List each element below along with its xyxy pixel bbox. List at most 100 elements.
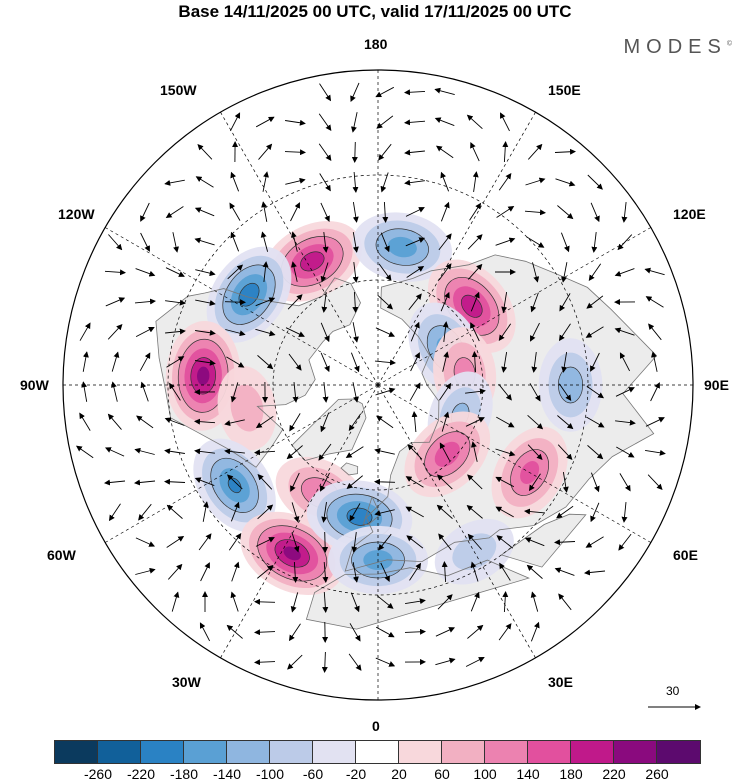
- wind-arrow-207: [407, 444, 423, 460]
- wind-arrow-110: [501, 292, 508, 313]
- wind-arrow-17: [258, 143, 273, 160]
- colorbar-segment: [270, 741, 313, 763]
- wind-arrow-33: [319, 173, 331, 192]
- wind-arrow-276: [322, 561, 329, 583]
- wind-arrow-209: [470, 441, 478, 462]
- wind-arrow-291: [322, 591, 329, 613]
- wind-arrow-288: [230, 591, 239, 612]
- wind-arrow-232: [590, 472, 600, 493]
- wind-arrow-40: [525, 177, 546, 186]
- wind-arrow-263: [438, 533, 452, 551]
- wind-arrow-163: [292, 382, 299, 403]
- wind-arrow-279: [409, 562, 422, 581]
- wind-arrow-152: [561, 352, 568, 373]
- wind-arrow-106: [377, 294, 394, 310]
- wind-arrow-168: [439, 382, 452, 401]
- colorbar-segment: [141, 741, 184, 763]
- wind-arrow-269: [618, 533, 632, 551]
- wind-arrow-1: [350, 82, 360, 103]
- wind-arrow-31: [262, 171, 269, 192]
- wind-arrow-130: [498, 323, 512, 342]
- wind-arrow-188: [441, 411, 450, 432]
- wind-arrow-87: [378, 263, 392, 281]
- wind-arrow-81: [195, 269, 216, 277]
- wind-arrow-213: [587, 445, 604, 460]
- wind-arrow-126: [375, 327, 396, 337]
- wind-arrow-98: [134, 298, 156, 305]
- wind-arrow-254: [166, 535, 185, 548]
- colorbar-tick-label: -180: [169, 766, 199, 782]
- colorbar-segment: [399, 741, 442, 763]
- wind-arrow-290: [290, 592, 299, 613]
- map-title: Base 14/11/2025 00 UTC, valid 17/11/2025…: [178, 2, 572, 21]
- wind-arrow-186: [376, 415, 394, 429]
- wind-arrow-262: [406, 535, 424, 549]
- wind-arrow-161: [230, 382, 239, 403]
- wind-arrow-196: [75, 445, 94, 459]
- wind-arrow-20: [351, 141, 358, 163]
- wind-arrow-313: [287, 654, 303, 670]
- wind-arrow-258: [291, 532, 300, 553]
- wind-arrow-132: [558, 323, 571, 342]
- wind-arrow-185: [348, 413, 362, 432]
- wind-arrow-138: [139, 352, 151, 372]
- lon-label-120w: 120W: [58, 206, 95, 222]
- wind-arrow-57: [557, 205, 574, 220]
- wind-arrow-155: [651, 351, 658, 372]
- wind-arrow-302: [254, 629, 276, 636]
- wind-arrow-203: [286, 445, 303, 460]
- wind-arrow-223: [320, 472, 330, 492]
- wind-arrow-76: [591, 232, 598, 253]
- wind-arrow-252: [621, 502, 628, 523]
- wind-arrow-148: [442, 351, 450, 372]
- wind-arrow-65: [260, 231, 269, 252]
- wind-arrow-166: [375, 387, 396, 396]
- wind-arrow-273: [231, 561, 240, 582]
- coastline-1: [291, 398, 367, 461]
- contour-level-60: [230, 384, 264, 432]
- wind-arrow-69: [380, 232, 390, 253]
- contour-level-180: [300, 251, 325, 272]
- lon-label-180: 180: [364, 36, 388, 52]
- wind-arrow-42: [587, 174, 603, 190]
- wind-arrow-90: [467, 263, 483, 280]
- colorbar-tick-label: -60: [302, 766, 324, 782]
- wind-arrow-187: [411, 411, 418, 433]
- wind-arrow-25: [502, 141, 509, 163]
- wind-arrow-281: [470, 561, 479, 582]
- wind-arrow-124: [320, 322, 330, 343]
- wind-arrow-283: [526, 564, 543, 579]
- meridian-120: [377, 227, 651, 386]
- brand-text: MODES: [623, 36, 727, 58]
- wind-arrow-169: [465, 388, 486, 395]
- wind-arrow-136: [82, 351, 89, 372]
- wind-arrow-295: [437, 594, 453, 610]
- wind-arrow-59: [621, 202, 628, 223]
- wind-arrow-30: [230, 171, 240, 192]
- colorbar-tick-label: 220: [602, 766, 626, 782]
- meridian-30: [377, 384, 536, 658]
- landmass-5: [341, 462, 358, 475]
- wind-arrow-217: [134, 479, 156, 486]
- wind-arrow-247: [466, 504, 483, 519]
- wind-arrow-211: [527, 444, 543, 461]
- wind-arrow-146: [374, 359, 396, 366]
- wind-arrow-227: [436, 474, 453, 490]
- wind-arrow-156: [81, 381, 88, 402]
- wind-arrow-56: [524, 209, 546, 216]
- wind-arrow-282: [499, 562, 511, 581]
- wind-arrow-231: [562, 472, 569, 493]
- wind-arrow-135: [648, 323, 662, 341]
- wind-arrow-256: [228, 532, 242, 551]
- wind-arrow-286: [171, 591, 180, 612]
- wind-arrow-204: [318, 443, 332, 461]
- colorbar-tick-label: 180: [559, 766, 583, 782]
- wind-arrow-195: [645, 417, 665, 427]
- wind-arrow-103: [287, 294, 303, 310]
- coastline-0: [155, 277, 361, 468]
- wind-arrow-9: [351, 112, 358, 133]
- colorbar-segment: [442, 741, 485, 763]
- contour-level-180: [461, 294, 483, 318]
- colorbar-tick-label: 140: [516, 766, 540, 782]
